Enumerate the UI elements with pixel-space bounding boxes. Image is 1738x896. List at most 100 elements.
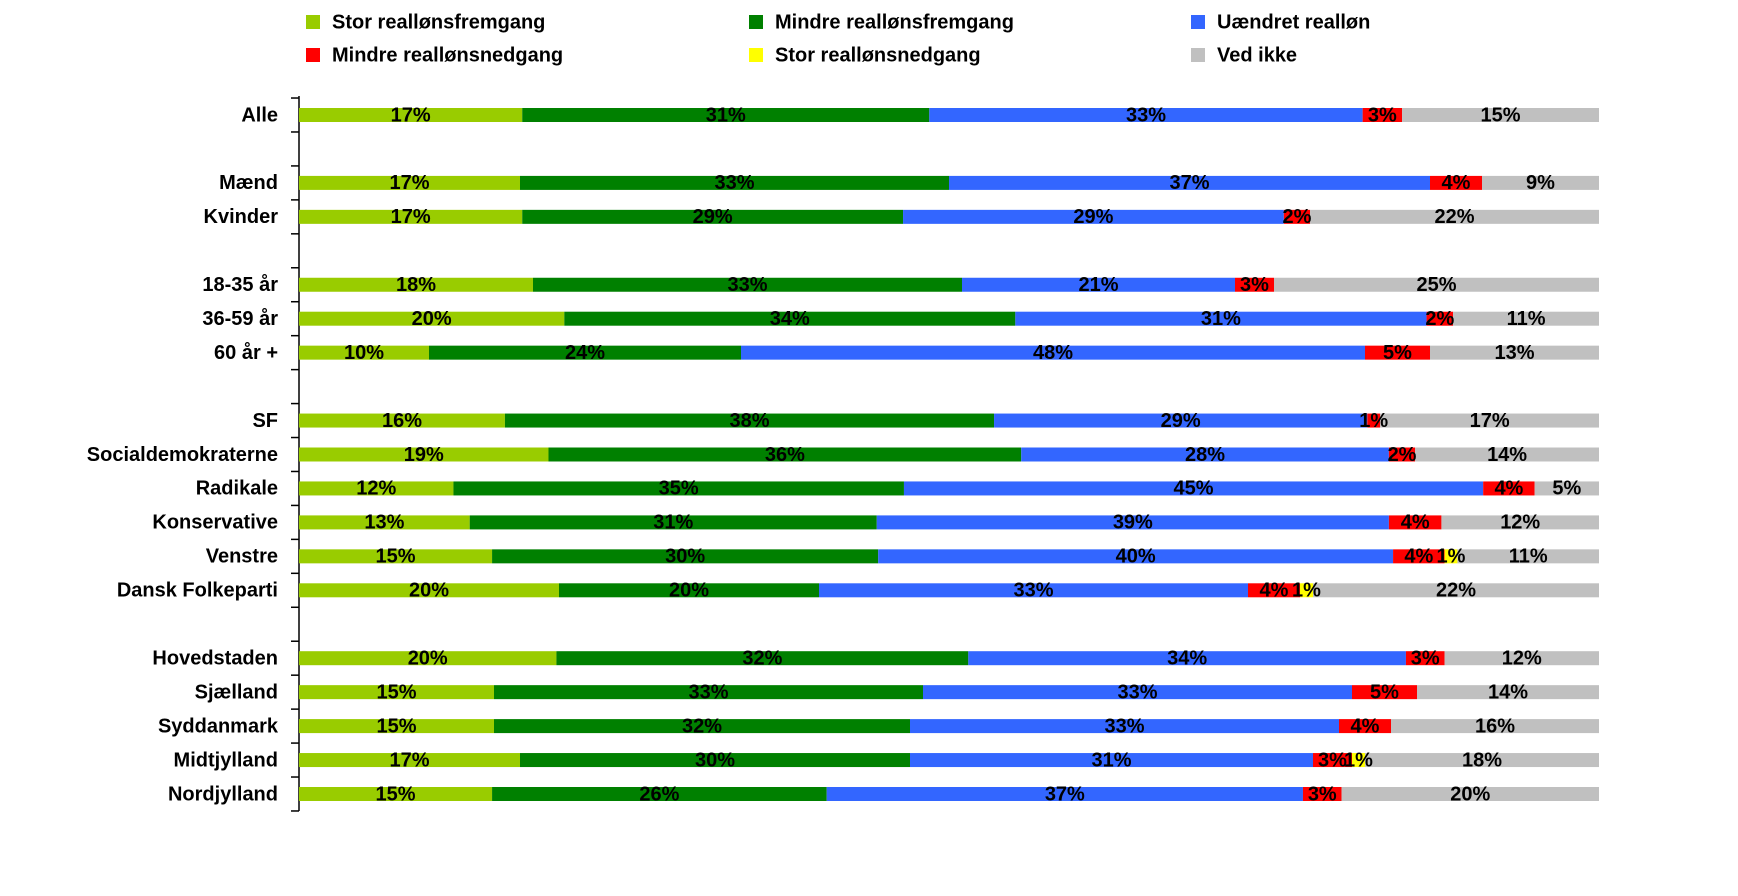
legend-swatch [1191,48,1205,62]
data-label: 16% [1475,715,1515,737]
bar-segment [1365,753,1599,768]
bar-segment [504,413,995,428]
data-label: 1% [1359,410,1388,432]
bar-segment [299,175,520,190]
data-label: 30% [665,546,705,568]
bar-segment [819,583,1248,598]
bar-segment [1402,108,1599,122]
bar-segment [1367,413,1381,428]
bar-segment [962,277,1235,292]
bar-segment [1300,583,1313,598]
data-label: 4% [1351,715,1380,737]
data-label: 12% [1502,647,1542,669]
bar-segment [299,209,523,224]
bar-segment [1426,311,1454,326]
data-label: 15% [376,681,416,703]
bar-segment [299,481,454,496]
bar-segment [299,515,470,530]
data-label: 32% [682,715,722,737]
bar-segment [299,549,493,564]
data-label: 22% [1436,580,1476,602]
bar-segment [1444,651,1599,666]
category-label: Socialdemokraterne [87,444,278,466]
bar-segment [878,549,1394,564]
data-label: 2% [1388,444,1417,466]
bar-segment [1405,651,1445,666]
data-label: 3% [1308,783,1337,805]
data-label: 16% [382,410,422,432]
bar-segment [1283,209,1311,224]
data-label: 5% [1552,478,1581,500]
bar-segment [903,481,1484,496]
data-label: 11% [1507,308,1546,330]
data-label: 4% [1404,546,1433,568]
bar-segment [494,719,910,734]
category-label: Midtjylland [174,749,278,771]
bar-segment [299,345,429,360]
category-label: SF [252,410,278,432]
data-label: 19% [404,444,444,466]
bar-segment [299,311,565,326]
data-label: 37% [1169,172,1209,194]
bar-segment [968,651,1406,666]
data-label: 21% [1078,274,1118,296]
legend-swatch [306,48,320,62]
data-label: 22% [1435,206,1475,228]
category-label: Alle [241,104,278,126]
bar-segment [1417,685,1599,700]
bar-segment [533,277,962,292]
data-label: 34% [1167,647,1207,669]
data-label: 4% [1442,172,1471,194]
bar-segment [299,651,557,666]
bar-segment [741,345,1365,360]
data-label: 45% [1174,478,1214,500]
bar-segment [1380,413,1599,428]
data-label: 17% [391,206,431,228]
data-label: 4% [1401,512,1430,534]
data-label: 35% [659,478,699,500]
data-label: 4% [1494,478,1523,500]
data-label: 15% [1480,104,1520,126]
data-label: 38% [729,410,769,432]
bar-segment [1339,719,1391,734]
data-label: 28% [1185,444,1225,466]
data-label: 3% [1318,749,1347,771]
bar-segment [548,447,1022,462]
data-label: 14% [1487,444,1527,466]
data-label: 14% [1488,681,1528,703]
bar-segment [522,209,904,224]
data-label: 2% [1283,206,1312,228]
data-label: 32% [742,647,782,669]
data-label: 15% [376,783,416,805]
data-label: 26% [639,783,679,805]
category-label: Sjælland [195,681,278,703]
data-label: 48% [1033,342,1073,364]
data-label: 17% [391,104,431,126]
data-label: 9% [1526,172,1555,194]
category-label: 18-35 år [202,273,278,296]
data-label: 18% [1462,749,1502,771]
bar-segment [1453,311,1599,326]
bar-segment [923,685,1352,700]
category-label: Konservative [152,512,278,534]
data-label: 2% [1425,308,1454,330]
bar-segment [299,787,493,801]
bar-segment [520,753,910,768]
legend-swatch [306,15,320,29]
bar-segment [1015,311,1427,326]
data-label: 1% [1292,580,1321,602]
bar-segment [1415,447,1599,462]
data-label: 25% [1416,274,1456,296]
data-label: 20% [412,308,452,330]
bar-segment [429,345,741,360]
bar-segment [910,719,1339,734]
data-label: 11% [1509,546,1548,568]
bar-segment [1341,787,1599,801]
data-label: 33% [688,681,728,703]
legend-label: Stor reallønsnedgang [775,44,981,66]
bar-segment [299,719,494,734]
bar-segment [556,651,969,666]
legend-label: Uændret realløn [1217,11,1370,33]
bar-segment [299,447,549,462]
bar-segment [1483,481,1535,496]
